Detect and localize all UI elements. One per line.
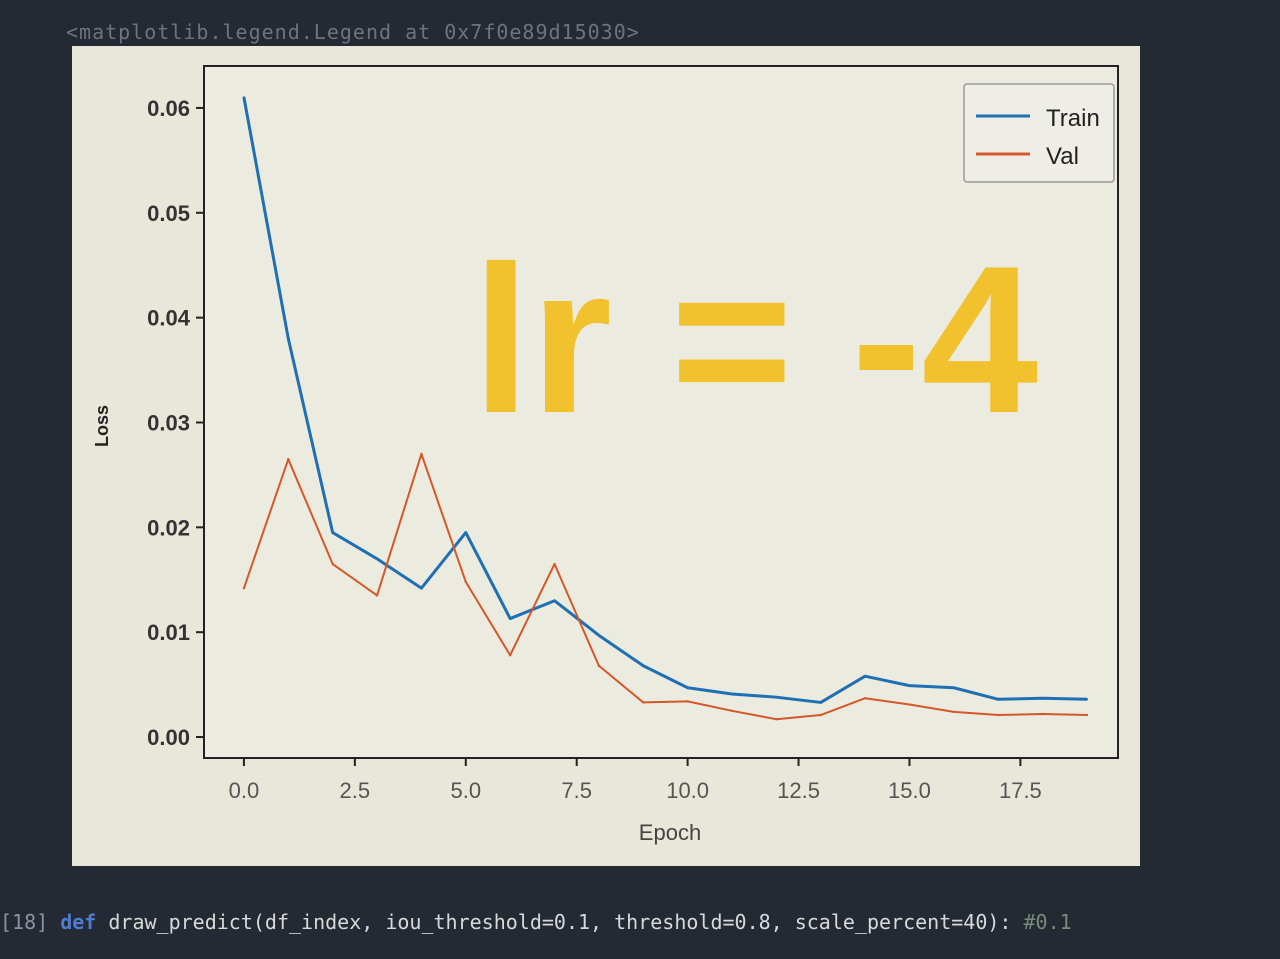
y-tick-label: 0.02 bbox=[147, 515, 190, 540]
data-point-train bbox=[775, 695, 778, 699]
series-layer bbox=[242, 97, 1087, 721]
legend-train-label: Train bbox=[1046, 105, 1100, 132]
legend-box bbox=[963, 83, 1115, 183]
data-point-val bbox=[642, 701, 645, 704]
data-point-val bbox=[730, 709, 734, 713]
x-tick-label: 5.0 bbox=[450, 778, 481, 803]
data-point-val bbox=[287, 457, 290, 461]
data-point-train bbox=[730, 692, 734, 696]
code-cell[interactable]: [18] def draw_predict(df_index, iou_thre… bbox=[0, 910, 1280, 934]
data-point-val bbox=[464, 580, 467, 584]
handwritten-lr-note: lr = -4 bbox=[472, 222, 1038, 457]
data-point-val bbox=[242, 586, 246, 590]
data-point-train bbox=[686, 686, 689, 689]
data-point-train bbox=[642, 664, 645, 667]
data-point-val bbox=[775, 718, 778, 721]
series-line-train bbox=[242, 97, 1087, 704]
data-point-train bbox=[952, 686, 956, 689]
data-point-train bbox=[1085, 698, 1089, 701]
points-layer bbox=[242, 96, 1089, 721]
cell-prompt: [18] bbox=[0, 910, 49, 934]
y-tick-label: 0.00 bbox=[147, 725, 190, 750]
x-tick-label: 15.0 bbox=[888, 778, 931, 803]
y-tick-label: 0.04 bbox=[147, 306, 191, 331]
data-point-val bbox=[331, 562, 334, 566]
line-chart: 0.00 0.01 0.02 0.03 0.04 0.05 0.06 0.0 2.5 5.0 7.… bbox=[92, 65, 1119, 845]
x-tick-label: 12.5 bbox=[777, 778, 820, 803]
y-axis-label: Loss bbox=[92, 405, 112, 447]
plot-figure: 0.00 0.01 0.02 0.03 0.04 0.05 0.06 0.0 2.5 5.0 7.… bbox=[72, 46, 1140, 866]
x-tick-label: 2.5 bbox=[340, 778, 371, 803]
data-point-val bbox=[420, 452, 423, 456]
data-point-val bbox=[375, 594, 379, 597]
data-point-train bbox=[908, 684, 911, 687]
data-point-val bbox=[686, 700, 689, 703]
data-point-val bbox=[952, 710, 956, 714]
data-point-train bbox=[597, 634, 601, 637]
function-signature: draw_predict(df_index, iou_threshold=0.1… bbox=[108, 910, 1012, 934]
data-point-train bbox=[242, 96, 246, 99]
legend-val-label: Val bbox=[1046, 143, 1079, 170]
data-point-val bbox=[508, 654, 512, 657]
output-header: <matplotlib.legend.Legend at 0x7f0e89d15… bbox=[66, 20, 640, 44]
y-tick-label: 0.03 bbox=[147, 410, 190, 435]
data-point-val bbox=[597, 664, 601, 667]
data-point-train bbox=[420, 586, 423, 590]
data-point-train bbox=[819, 701, 822, 704]
handwritten-annotation: lr = -4 bbox=[472, 222, 1038, 457]
y-tick-label: 0.01 bbox=[147, 620, 190, 645]
data-point-val bbox=[908, 703, 911, 706]
data-point-train bbox=[863, 675, 867, 678]
data-point-val bbox=[553, 562, 556, 566]
series-line-val bbox=[242, 452, 1087, 721]
x-tick-label: 7.5 bbox=[561, 778, 592, 803]
def-keyword: def bbox=[60, 910, 97, 934]
x-tick-label: 0.0 bbox=[229, 778, 260, 803]
data-point-train bbox=[553, 599, 556, 602]
data-point-val bbox=[1041, 712, 1044, 716]
data-point-train bbox=[331, 531, 334, 534]
data-point-train bbox=[508, 617, 512, 620]
data-point-train bbox=[997, 698, 1000, 701]
y-axis: 0.00 0.01 0.02 0.03 0.04 0.05 0.06 bbox=[147, 96, 204, 750]
data-point-train bbox=[375, 557, 379, 560]
x-tick-label: 17.5 bbox=[999, 778, 1042, 803]
x-axis: 0.0 2.5 5.0 7.5 10.0 12.5 15.0 17.5 bbox=[229, 758, 1042, 803]
x-tick-label: 10.0 bbox=[666, 778, 709, 803]
data-point-val bbox=[819, 713, 822, 717]
inline-comment: #0.1 bbox=[1023, 910, 1072, 934]
data-point-val bbox=[1085, 713, 1089, 717]
x-axis-label: Epoch bbox=[639, 820, 701, 845]
y-tick-label: 0.06 bbox=[147, 96, 190, 121]
data-point-train bbox=[287, 337, 290, 340]
data-point-val bbox=[997, 713, 1000, 717]
data-point-train bbox=[464, 531, 467, 534]
y-tick-label: 0.05 bbox=[147, 201, 190, 226]
legend: Train Val bbox=[963, 83, 1115, 183]
data-point-train bbox=[1041, 697, 1044, 700]
data-point-val bbox=[863, 697, 867, 700]
